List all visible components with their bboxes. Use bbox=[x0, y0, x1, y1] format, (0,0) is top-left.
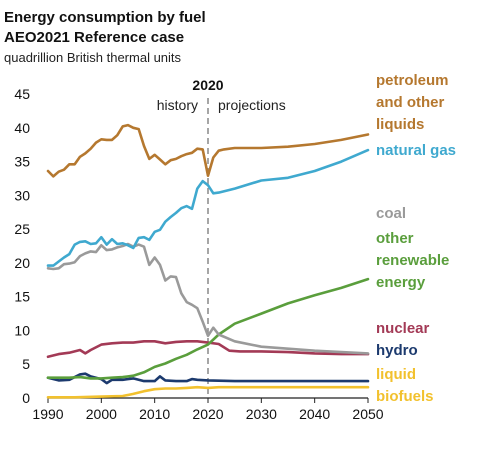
series-line-2 bbox=[46, 242, 370, 355]
projections-label: projections bbox=[218, 97, 286, 113]
series-line-5 bbox=[46, 372, 370, 385]
projection-divider: 2020 history projections bbox=[157, 77, 286, 398]
y-tick-label: 45 bbox=[14, 86, 30, 102]
series-label-6: biofuels bbox=[376, 388, 434, 405]
series-line-1 bbox=[46, 148, 370, 267]
axes: 1990 2000 2010 2020 2030 2040 2050 0 5 10 15 20 25 30… bbox=[14, 86, 383, 422]
x-tick-label: 2050 bbox=[352, 406, 383, 422]
series-label-3: renewable bbox=[376, 252, 449, 269]
series-label-5: hydro bbox=[376, 342, 418, 359]
divider-year-label: 2020 bbox=[192, 77, 223, 93]
series-label-6: liquid bbox=[376, 366, 416, 383]
series-label-2: coal bbox=[376, 205, 406, 222]
y-tick-label: 35 bbox=[14, 154, 30, 170]
chart-subtitle: AEO2021 Reference case bbox=[4, 29, 184, 46]
series-line-4 bbox=[46, 340, 370, 359]
x-tick-label: 2010 bbox=[139, 406, 170, 422]
y-tick-label: 5 bbox=[22, 356, 30, 372]
y-tick-label: 15 bbox=[14, 289, 30, 305]
chart-title: Energy consumption by fuel bbox=[4, 9, 206, 26]
y-tick-label: 10 bbox=[14, 322, 30, 338]
series-label-4: nuclear bbox=[376, 320, 430, 337]
series-label-0: petroleum bbox=[376, 72, 449, 89]
unit-label: quadrillion British thermal units bbox=[4, 50, 182, 65]
series-line-3 bbox=[46, 277, 370, 380]
series-labels: petroleum and other liquids natural gas coal… bbox=[376, 72, 456, 405]
y-tick-label: 40 bbox=[14, 120, 30, 136]
y-tick-label: 20 bbox=[14, 255, 30, 271]
series-lines bbox=[46, 123, 370, 399]
x-tick-label: 2030 bbox=[246, 406, 277, 422]
x-tick-label: 2020 bbox=[192, 406, 223, 422]
series-label-3: other bbox=[376, 230, 414, 247]
series-line-0 bbox=[46, 123, 370, 178]
y-tick-label: 0 bbox=[22, 390, 30, 406]
series-label-1: natural gas bbox=[376, 142, 456, 159]
history-label: history bbox=[157, 97, 198, 113]
series-label-3: energy bbox=[376, 274, 426, 291]
x-tick-label: 2000 bbox=[86, 406, 117, 422]
x-tick-label: 2040 bbox=[299, 406, 330, 422]
x-tick-label: 1990 bbox=[32, 406, 63, 422]
series-label-0: liquids bbox=[376, 116, 424, 133]
series-line-6 bbox=[46, 385, 370, 399]
y-tick-label: 30 bbox=[14, 187, 30, 203]
y-tick-label: 25 bbox=[14, 221, 30, 237]
series-label-0: and other bbox=[376, 94, 444, 111]
